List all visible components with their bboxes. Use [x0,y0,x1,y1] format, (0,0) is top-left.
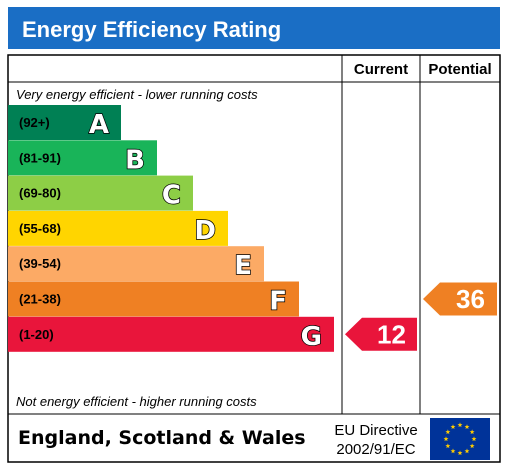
band-range-c: (69-80) [19,186,61,201]
band-letter-d: D [194,216,216,246]
band-range-a: (92+) [19,115,50,130]
eu-star-icon [450,424,456,429]
band-range-g: (1-20) [19,327,54,342]
potential-column-header: Potential [428,61,491,78]
eu-star-icon [450,448,456,454]
band-c [8,175,193,211]
band-d [8,210,228,246]
rating-arrows: 12 36 [345,282,497,351]
top-note: Very energy efficient - lower running co… [16,87,258,102]
band-letter-c: C [162,181,181,211]
potential-rating-arrow [423,282,497,316]
band-letter-b: B [125,145,145,175]
eu-star-icon [464,448,470,454]
band-e [8,246,264,282]
eu-star-icon [469,443,475,449]
band-f [8,281,299,317]
eu-star-icon [443,436,449,442]
footer-region: England, Scotland & Wales [18,427,306,449]
band-range-b: (81-91) [19,150,61,165]
eu-star-icon [445,443,451,449]
eu-star-icon [469,429,475,435]
rating-bands: (92+) A (81-91) B (69-80) C (55-68) D (39-54) E (2… [8,105,334,353]
bottom-note: Not energy efficient - higher running co… [16,394,257,409]
band-letter-e: E [234,251,252,281]
band-range-f: (21-38) [19,292,61,307]
eu-star-icon [464,424,470,429]
footer-directive-line2: 2002/91/EC [336,441,415,458]
potential-rating-value: 36 [456,284,485,314]
band-letter-f: F [269,287,287,317]
eu-star-icon [445,429,451,435]
band-a [8,105,121,140]
band-letter-a: A [89,110,109,140]
band-letter-g: G [301,322,322,352]
footer-directive-line1: EU Directive [334,422,417,439]
eu-star-icon [457,450,463,456]
eu-flag-icon [430,418,490,460]
eu-star-icon [457,422,463,428]
eu-star-icon [471,436,477,442]
current-rating-arrow [345,317,417,351]
band-range-e: (39-54) [19,256,61,271]
current-column-header: Current [354,61,408,78]
title-bar [8,7,500,49]
current-rating-value: 12 [377,319,406,349]
band-range-d: (55-68) [19,221,61,236]
band-b [8,140,157,176]
band-g [8,316,334,352]
chart-title: Energy Efficiency Rating [22,17,281,42]
